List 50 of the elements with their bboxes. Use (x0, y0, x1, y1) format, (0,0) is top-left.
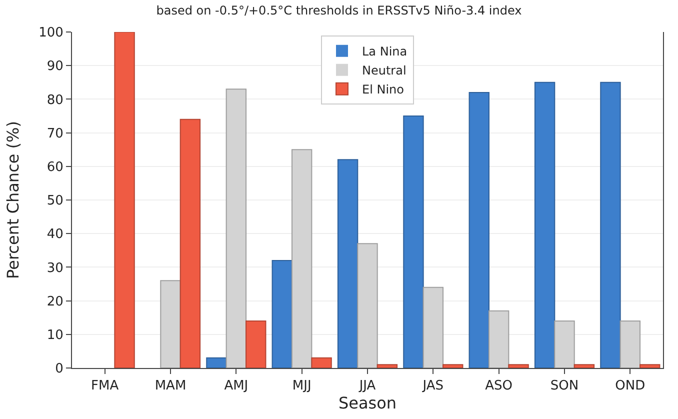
bar (534, 82, 556, 368)
bar (272, 260, 292, 368)
bar (246, 320, 266, 368)
bar (311, 357, 332, 368)
bar (291, 149, 312, 368)
x-tick-label: OND (615, 378, 646, 394)
bar (160, 280, 181, 368)
bar (226, 88, 247, 368)
y-axis-title: Percent Chance (%) (3, 121, 22, 279)
bar (600, 82, 621, 368)
bar (206, 357, 227, 368)
bar (640, 364, 660, 368)
x-axis-title: Season (338, 394, 397, 413)
bar (422, 286, 444, 368)
legend-label: El Nino (362, 82, 404, 97)
y-tick-label: 50 (46, 194, 64, 209)
y-tick-label: 0 (55, 362, 64, 377)
bar (357, 243, 378, 368)
bar (403, 116, 424, 368)
bar (574, 364, 595, 368)
y-tick-label: 30 (46, 260, 64, 276)
bar (180, 118, 201, 368)
bar (114, 32, 135, 368)
bar (337, 159, 358, 368)
legend-label: La Nina (362, 44, 408, 59)
bar (620, 320, 641, 368)
y-tick-label: 60 (46, 160, 64, 175)
y-tick-label: 20 (46, 294, 64, 310)
chart-title: based on -0.5°/+0.5°C thresholds in ERSSTv5 Niño-3.4 index (156, 4, 522, 18)
x-tick-label: MAM (154, 378, 186, 394)
x-tick-label: JAS (422, 378, 444, 394)
bar (554, 320, 575, 368)
y-tick-label: 70 (46, 126, 64, 142)
x-tick-label: ASO (485, 378, 513, 394)
y-tick-label: 40 (46, 227, 64, 242)
bar (488, 310, 510, 368)
legend-label: Neutral (362, 64, 406, 78)
x-tick-label: JJA (358, 378, 376, 394)
bar (442, 364, 464, 368)
x-tick-label: AMJ (224, 378, 248, 394)
x-tick-label: MJJ (292, 378, 312, 394)
y-tick-label: 100 (38, 26, 64, 41)
bar (508, 364, 529, 368)
y-tick-label: 10 (46, 328, 64, 343)
x-tick-label: FMA (91, 378, 119, 394)
y-tick-label: 90 (46, 59, 64, 74)
bar (468, 92, 490, 368)
x-tick-label: SON (550, 378, 579, 394)
bar (376, 364, 398, 368)
y-tick-label: 80 (46, 92, 64, 108)
